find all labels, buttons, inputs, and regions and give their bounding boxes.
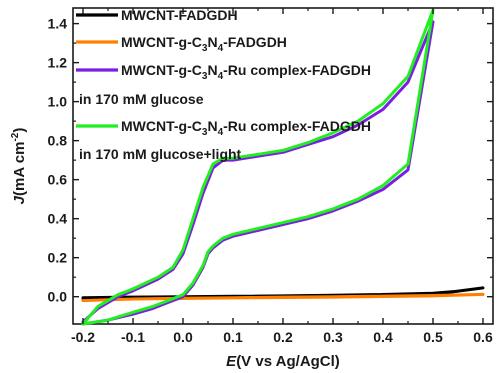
legend-label: MWCNT-g-C3N4-FADGDH: [121, 34, 287, 54]
x-tick-label: -0.2: [71, 329, 95, 345]
legend-label: in 170 mM glucose+light: [79, 146, 242, 162]
plot-border: [72, 7, 494, 325]
plot-frame: [72, 7, 494, 325]
legend-label: MWCNT-g-C3N4-Ru complex-FADGDH: [121, 62, 371, 82]
x-tick-label: 0.6: [473, 329, 493, 345]
x-tick-label: 0.1: [223, 329, 243, 345]
legend: MWCNT-FADGDH MWCNT-g-C3N4-FADGDH MWCNT-g-C…: [76, 7, 371, 162]
series-layer: [81, 8, 485, 326]
y-tick-label: 0.6: [48, 172, 68, 188]
series-line-4: [81, 8, 435, 326]
series-line-2: [81, 292, 485, 303]
y-tick-label: 1.4: [48, 16, 68, 32]
y-tick-label: 0.0: [48, 289, 68, 305]
y-tick-label: 0.4: [48, 211, 68, 227]
legend-label: MWCNT-FADGDH: [121, 7, 238, 23]
x-tick-label: 0.0: [173, 329, 193, 345]
y-tick-label: 1.2: [48, 55, 68, 71]
y-axis-label: J(mA cm-2): [10, 128, 28, 205]
y-tick-label: 1.0: [48, 94, 68, 110]
x-tick-label: -0.1: [121, 329, 145, 345]
x-tick-label: 0.4: [373, 329, 393, 345]
x-tick-label: 0.3: [323, 329, 343, 345]
y-tick-label: 0.2: [48, 250, 68, 266]
ticks-layer: -0.2 -0.1 0.0 0.1 0.2 0.3 0.4 0.5 0.6 0.0 0.2 0.4 0.…: [48, 8, 493, 345]
x-tick-label: 0.2: [273, 329, 293, 345]
legend-label: MWCNT-g-C3N4-Ru complex-FADGDH: [121, 118, 371, 138]
legend-label: in 170 mM glucose: [79, 91, 204, 107]
x-axis-label: E(V vs Ag/AgCl): [226, 353, 340, 370]
y-tick-label: 0.8: [48, 133, 68, 149]
x-tick-label: 0.5: [423, 329, 443, 345]
